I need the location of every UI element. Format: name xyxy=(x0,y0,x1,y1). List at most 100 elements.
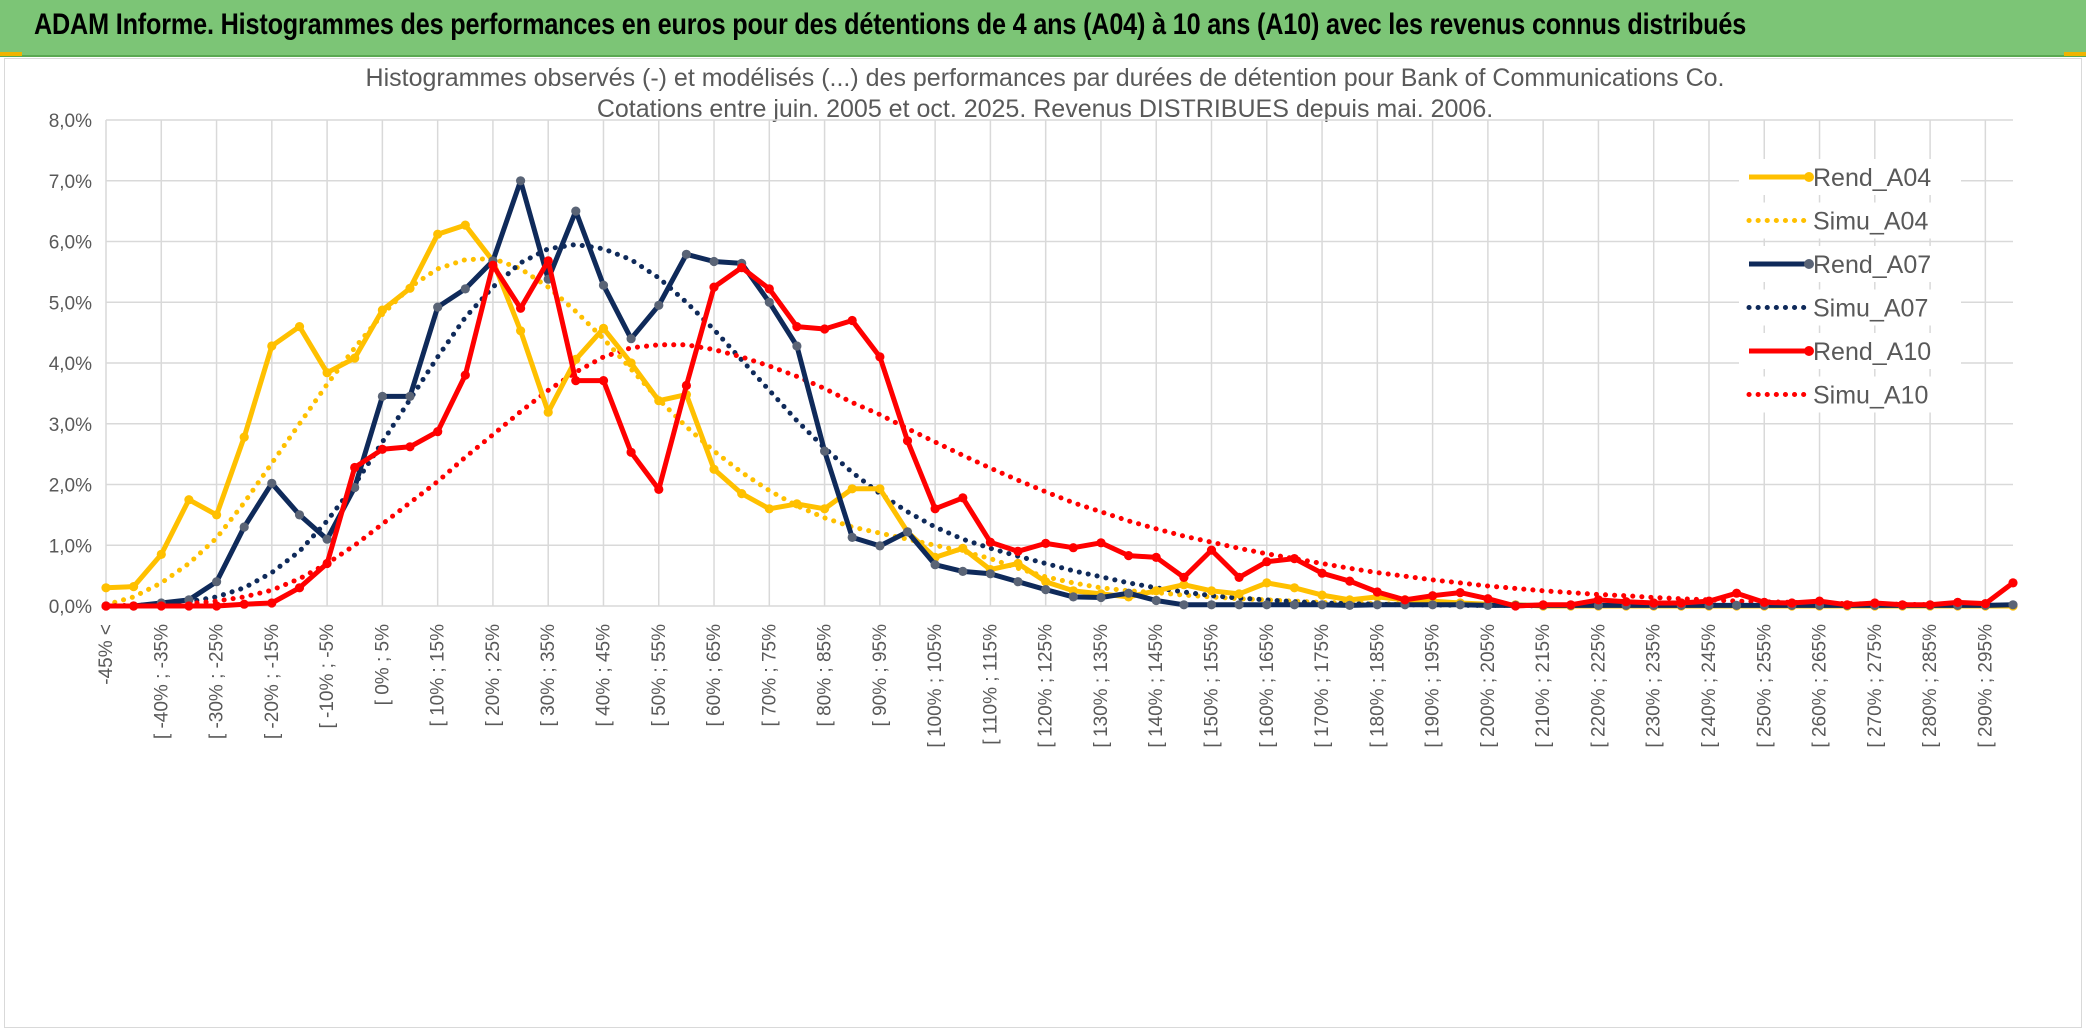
data-point xyxy=(764,504,774,514)
x-tick-label: [ -10% ; -5% xyxy=(317,624,338,729)
data-point xyxy=(1234,572,1244,583)
data-point xyxy=(902,436,913,446)
data-point xyxy=(1013,577,1023,587)
data-point xyxy=(958,493,968,503)
data-point xyxy=(875,484,885,494)
data-point xyxy=(543,407,553,417)
data-point xyxy=(1732,600,1742,611)
data-point xyxy=(350,482,360,493)
series-Simu_A10 xyxy=(103,342,2016,609)
data-point xyxy=(598,280,609,290)
data-point xyxy=(1372,600,1382,610)
data-point xyxy=(1068,592,1078,602)
data-point xyxy=(1234,600,1244,610)
data-point xyxy=(433,302,443,312)
series-line xyxy=(103,255,2016,609)
data-point xyxy=(737,263,747,273)
x-tick-label: [ 210% ; 215% xyxy=(1533,624,1554,748)
data-point xyxy=(322,558,332,569)
data-point xyxy=(1206,545,1217,555)
data-point xyxy=(1013,546,1023,556)
data-point xyxy=(1151,595,1161,606)
data-point xyxy=(1455,588,1465,598)
x-tick-label: [ 200% ; 205% xyxy=(1478,624,1499,748)
legend-item-Simu_A04: Simu_A04 xyxy=(1739,202,1961,239)
report-banner: ADAM Informe. Histogrammes des performan… xyxy=(0,0,2086,57)
y-tick-label: 4,0% xyxy=(49,354,92,375)
data-point xyxy=(820,446,830,456)
x-tick-label: [ 140% ; 145% xyxy=(1146,624,1167,748)
data-point xyxy=(902,527,913,537)
data-point xyxy=(709,256,719,267)
x-tick-label: [ 120% ; 125% xyxy=(1036,624,1057,748)
data-point xyxy=(322,534,332,544)
data-point xyxy=(267,478,277,488)
x-tick-label: [ 190% ; 195% xyxy=(1423,624,1444,748)
data-point xyxy=(1400,595,1410,605)
data-point xyxy=(1041,577,1051,587)
legend-marker xyxy=(1804,259,1814,269)
data-point xyxy=(156,601,166,611)
y-tick-label: 3,0% xyxy=(49,415,92,436)
data-point xyxy=(1483,594,1493,604)
data-point xyxy=(1179,572,1189,583)
legend-marker xyxy=(1804,172,1814,182)
legend-item-Rend_A10: Rend_A10 xyxy=(1739,333,1961,369)
y-tick-label: 1,0% xyxy=(49,536,92,557)
data-point xyxy=(1842,600,1852,610)
series-Rend_A04 xyxy=(101,220,2018,611)
data-point xyxy=(1206,586,1217,596)
data-point xyxy=(737,489,747,499)
x-tick-label: [ 260% ; 265% xyxy=(1810,624,1831,748)
chart-title-line1: Histogrammes observés (-) et modélisés (… xyxy=(366,64,1725,92)
data-point xyxy=(985,537,996,547)
data-point xyxy=(184,495,194,505)
data-point xyxy=(294,583,305,593)
data-point xyxy=(239,432,249,442)
x-tick-label: [ 60% ; 65% xyxy=(704,624,725,727)
data-point xyxy=(101,583,111,593)
data-point xyxy=(1704,596,1714,606)
data-point xyxy=(626,447,636,457)
data-point xyxy=(681,249,692,259)
data-point xyxy=(1428,600,1438,610)
x-tick-label: [ 270% ; 275% xyxy=(1865,624,1886,748)
data-point xyxy=(377,391,387,401)
data-point xyxy=(681,380,692,391)
data-point xyxy=(1897,600,1907,610)
data-point xyxy=(350,353,360,363)
chart-frame: Histogrammes observés (-) et modélisés (… xyxy=(4,58,2082,1028)
data-point xyxy=(516,303,526,313)
series-Simu_A04 xyxy=(103,255,2016,609)
x-tick-label: [ 130% ; 135% xyxy=(1091,624,1112,748)
x-tick-label: [ 230% ; 235% xyxy=(1644,624,1665,748)
x-tick-label: [ 110% ; 115% xyxy=(980,624,1001,745)
data-point xyxy=(958,566,968,576)
legend-label: Rend_A07 xyxy=(1813,251,1931,279)
x-tick-label: [ 220% ; 225% xyxy=(1588,624,1609,748)
data-point xyxy=(212,577,222,587)
data-point xyxy=(985,569,996,579)
series-Rend_A10 xyxy=(101,256,2018,611)
data-point xyxy=(1538,600,1548,610)
data-point xyxy=(626,358,636,368)
data-point xyxy=(1676,598,1686,608)
x-tick-label: [ 160% ; 165% xyxy=(1257,624,1278,748)
data-point xyxy=(516,176,526,186)
data-point xyxy=(598,323,609,333)
data-point xyxy=(654,396,664,406)
x-tick-label: [ 290% ; 295% xyxy=(1975,624,1996,748)
data-point xyxy=(1068,543,1078,553)
series-Rend_A07 xyxy=(101,176,2018,611)
data-point xyxy=(1289,600,1299,610)
data-point xyxy=(820,504,830,514)
data-point xyxy=(1179,600,1189,610)
data-point xyxy=(101,601,111,611)
data-point xyxy=(1096,538,1106,548)
data-point xyxy=(2008,578,2018,588)
chart-title-line2: Cotations entre juin. 2005 et oct. 2025.… xyxy=(597,95,1493,123)
x-tick-label: [ 40% ; 45% xyxy=(593,624,614,727)
data-point xyxy=(516,326,526,336)
banner-corner-left xyxy=(0,52,22,56)
data-point xyxy=(1096,592,1106,603)
